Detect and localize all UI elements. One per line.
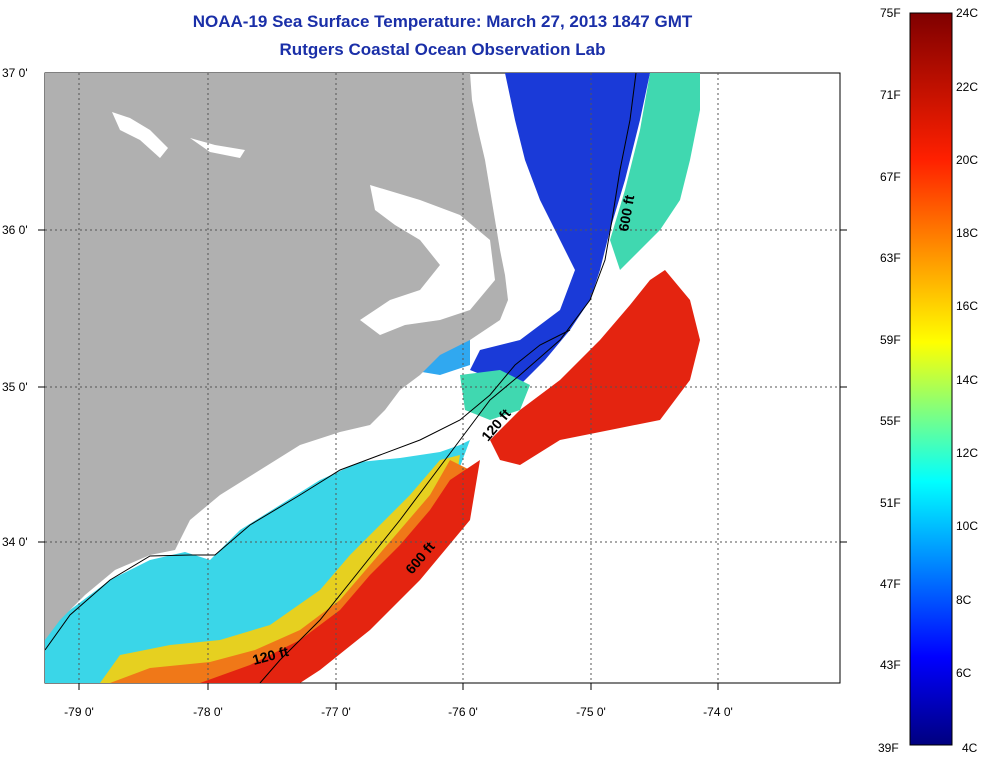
colorbar <box>909 12 953 746</box>
sst-transition-water <box>460 370 530 420</box>
lon-label: -76 0' <box>448 705 478 719</box>
colorbar-c-label: 4C <box>962 741 978 755</box>
contour-120ft <box>45 329 571 651</box>
sst-cool-water-north <box>610 73 700 270</box>
lat-label: 37 0' <box>2 66 28 80</box>
map-subtitle: Rutgers Coastal Ocean Observation Lab <box>279 40 606 59</box>
colorbar-f-label: 59F <box>880 333 901 347</box>
sst-cold-water-north <box>470 73 650 385</box>
colorbar-f-label: 47F <box>880 577 901 591</box>
contour-600ft <box>259 73 637 683</box>
colorbar-f-label: 43F <box>880 658 901 672</box>
colorbar-c-label: 24C <box>956 6 978 20</box>
colorbar-f-label: 67F <box>880 170 901 184</box>
colorbar-c-label: 14C <box>956 373 978 387</box>
lat-label: 34 0' <box>2 535 28 549</box>
graticule <box>45 73 840 683</box>
axis-ticks <box>38 229 847 690</box>
colorbar-fahrenheit-labels: 75F 71F 67F 63F 59F 55F 51F 47F 43F 39F <box>878 6 901 755</box>
sst-hot-gulf-stream-south <box>200 460 480 683</box>
colorbar-f-label: 75F <box>880 6 901 20</box>
colorbar-f-label: 63F <box>880 251 901 265</box>
colorbar-c-label: 10C <box>956 519 978 533</box>
colorbar-celsius-labels: 24C 22C 20C 18C 16C 14C 12C 10C 8C 6C 4C <box>956 6 978 755</box>
map-title: NOAA-19 Sea Surface Temperature: March 2… <box>192 12 693 31</box>
colorbar-f-label: 39F <box>878 741 899 755</box>
lat-label: 35 0' <box>2 380 28 394</box>
lon-label: -78 0' <box>193 705 223 719</box>
colorbar-f-label: 51F <box>880 496 901 510</box>
lon-label: -79 0' <box>64 705 94 719</box>
colorbar-c-label: 16C <box>956 299 978 313</box>
colorbar-c-label: 12C <box>956 446 978 460</box>
lon-label: -75 0' <box>576 705 606 719</box>
lat-label: 36 0' <box>2 223 28 237</box>
inland-lake <box>112 112 245 158</box>
colorbar-c-label: 8C <box>956 593 972 607</box>
lon-label: -74 0' <box>703 705 733 719</box>
colorbar-c-label: 18C <box>956 226 978 240</box>
colorbar-c-label: 20C <box>956 153 978 167</box>
lon-label: -77 0' <box>321 705 351 719</box>
colorbar-c-label: 6C <box>956 666 972 680</box>
colorbar-f-label: 71F <box>880 88 901 102</box>
sst-hot-gulf-stream-north <box>490 270 700 465</box>
colorbar-c-label: 22C <box>956 80 978 94</box>
contour-label-600ft-north: 600 ft <box>615 193 637 232</box>
sst-cool-coastal-water <box>45 440 470 683</box>
pamlico-sound <box>360 185 495 335</box>
colorbar-f-label: 55F <box>880 414 901 428</box>
